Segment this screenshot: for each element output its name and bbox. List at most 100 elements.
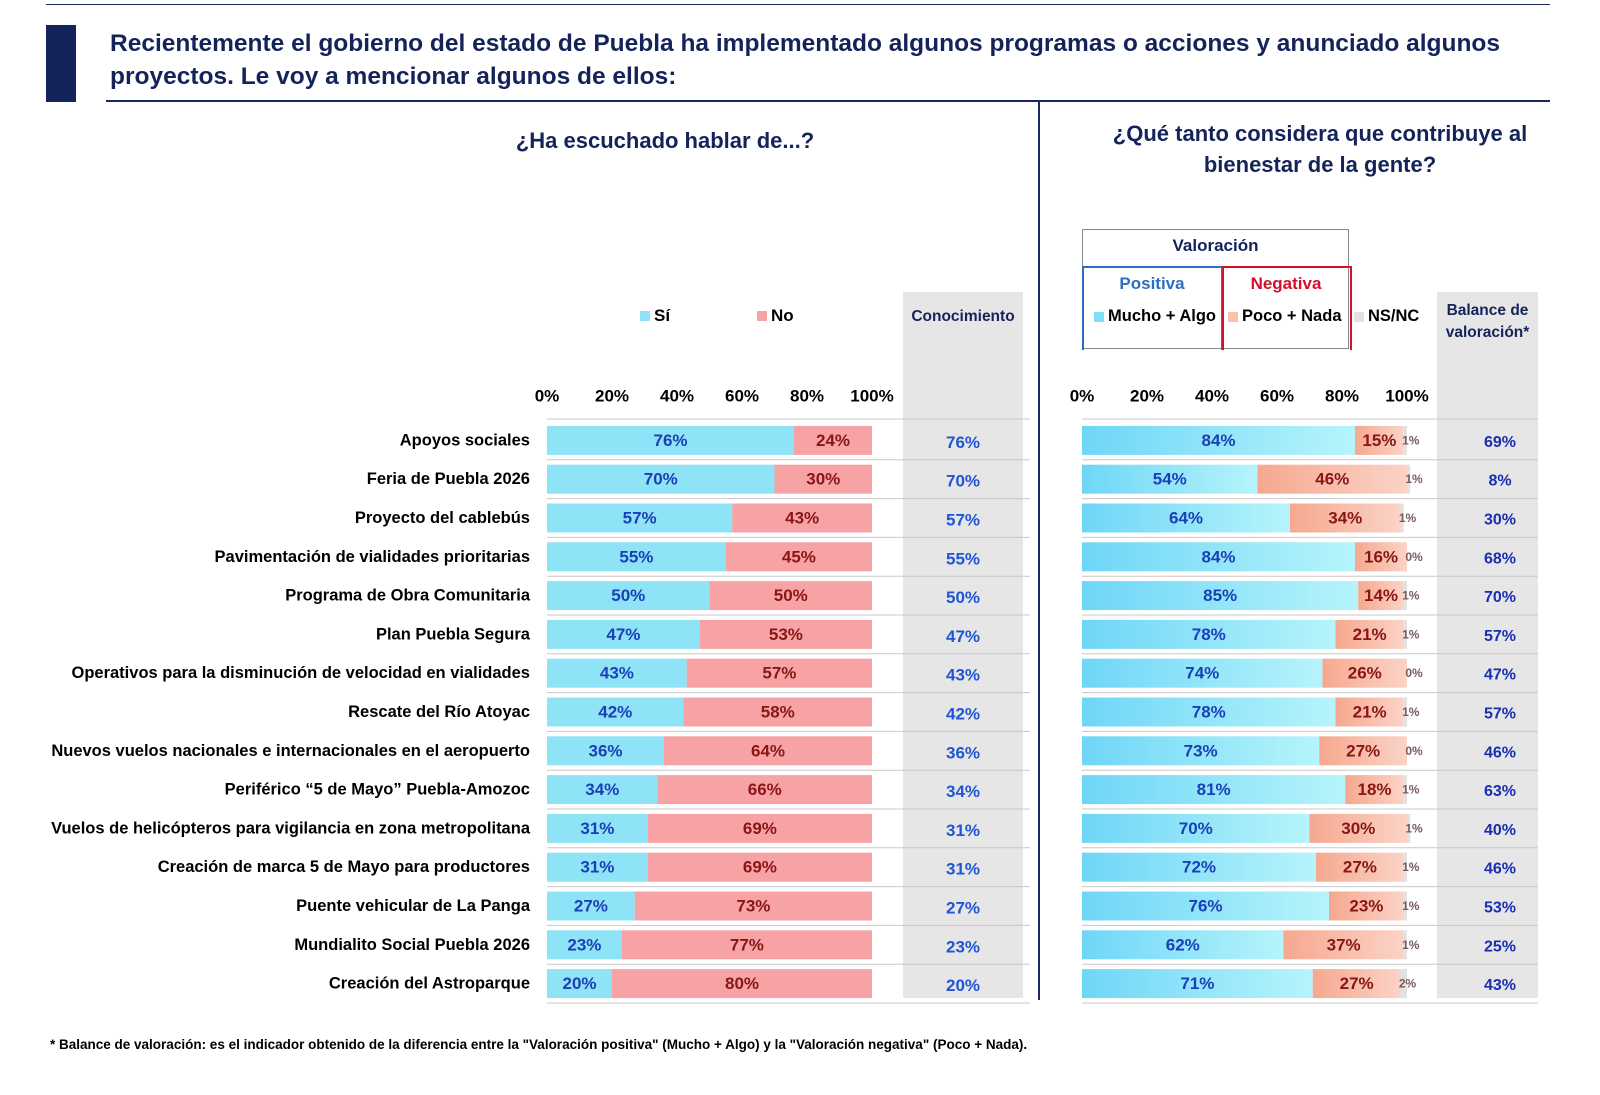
bar-si-label: 43% <box>600 664 634 683</box>
bar-no-label: 24% <box>816 431 850 450</box>
category-label: Creación de marca 5 de Mayo para product… <box>158 858 530 876</box>
bar-positiva <box>1082 813 1310 843</box>
bar-si <box>547 930 622 960</box>
bar-si <box>547 775 658 805</box>
category-label: Periférico “5 de Mayo” Puebla-Amozoc <box>225 781 530 799</box>
bar-negativa <box>1257 464 1407 494</box>
bar-nsnc-label: 1% <box>1405 821 1423 835</box>
bar-positiva-label: 78% <box>1192 703 1226 722</box>
bar-no <box>794 425 872 455</box>
legend-neg: Poco + Nada <box>1228 307 1342 326</box>
category-label: Nuevos vuelos nacionales e internacional… <box>51 742 530 760</box>
bar-negativa <box>1283 930 1404 960</box>
conocimiento-value: 20% <box>946 976 980 995</box>
bar-no-label: 69% <box>743 858 777 877</box>
bar-positiva <box>1082 736 1320 766</box>
bar-positiva <box>1082 581 1359 611</box>
bar-nsnc-label: 1% <box>1402 589 1420 603</box>
bar-negativa-label: 23% <box>1349 897 1383 916</box>
bar-positiva-label: 64% <box>1169 509 1203 528</box>
bar-nsnc-label: 1% <box>1402 938 1420 952</box>
bar-negativa <box>1312 969 1401 999</box>
title-accent-bar <box>46 25 76 102</box>
bar-positiva <box>1082 503 1290 533</box>
legend-no-label: No <box>771 306 794 325</box>
bar-positiva-label: 62% <box>1166 935 1200 954</box>
conocimiento-value: 36% <box>946 743 980 762</box>
legend-nsnc-label: NS/NC <box>1368 307 1420 325</box>
bar-si-label: 34% <box>585 780 619 799</box>
bar-nsnc-label: 1% <box>1402 783 1420 797</box>
bar-positiva-label: 71% <box>1180 974 1214 993</box>
bar-negativa-label: 16% <box>1364 547 1398 566</box>
bar-negativa <box>1358 581 1404 611</box>
bar-positiva <box>1082 891 1329 921</box>
balance-value: 68% <box>1484 550 1516 567</box>
bar-si <box>547 658 687 688</box>
balance-value: 43% <box>1484 977 1516 994</box>
bar-positiva-label: 54% <box>1153 470 1187 489</box>
balance-value: 25% <box>1484 938 1516 955</box>
left-chart: 0% 20% 40% 60% 80% 100% Apoyos sociales 76% 24% 7… <box>51 387 1030 1004</box>
balance-column <box>1437 292 1538 998</box>
bar-positiva <box>1082 542 1355 572</box>
bar-negativa-label: 27% <box>1343 858 1377 877</box>
bar-si-label: 27% <box>574 897 608 916</box>
title-rule <box>106 100 1550 102</box>
bar-negativa-label: 30% <box>1341 819 1375 838</box>
bar-negativa <box>1290 503 1401 533</box>
bar-nsnc-label: 1% <box>1402 433 1420 447</box>
bar-no-label: 80% <box>725 974 759 993</box>
bar-negativa-label: 15% <box>1362 431 1396 450</box>
bar-positiva <box>1082 969 1313 999</box>
category-label: Feria de Puebla 2026 <box>367 470 530 488</box>
category-label: Creación del Astroparque <box>329 975 530 993</box>
bar-nsnc <box>1400 503 1404 533</box>
bar-no <box>647 852 872 882</box>
bar-no <box>612 969 872 999</box>
bar-no <box>774 464 872 494</box>
bar-negativa <box>1309 813 1407 843</box>
bar-no <box>709 581 872 611</box>
bar-positiva <box>1082 425 1355 455</box>
bar-si <box>547 464 775 494</box>
legend-nsnc: NS/NC <box>1354 307 1419 326</box>
bar-negativa <box>1319 736 1407 766</box>
category-label: Pavimentación de vialidades prioritarias <box>215 548 530 566</box>
balance-value: 57% <box>1484 706 1516 723</box>
bar-no <box>683 697 872 727</box>
bar-positiva <box>1082 658 1323 688</box>
legend-pos-label: Mucho + Algo <box>1108 307 1217 325</box>
bar-negativa-label: 27% <box>1346 741 1380 760</box>
bar-positiva <box>1082 697 1336 727</box>
left-tick-label: 0% <box>535 387 560 406</box>
bar-no-label: 77% <box>730 935 764 954</box>
bar-negativa <box>1329 891 1404 921</box>
legend-si: Sí <box>640 306 670 326</box>
conocimiento-value: 43% <box>946 666 980 685</box>
conocimiento-value: 57% <box>946 511 980 530</box>
bar-si <box>547 697 684 727</box>
bar-nsnc <box>1403 775 1407 805</box>
conocimiento-value: 70% <box>946 472 980 491</box>
bar-nsnc <box>1403 891 1407 921</box>
bar-nsnc <box>1400 969 1407 999</box>
category-label: Rescate del Río Atoyac <box>348 703 530 721</box>
bar-positiva-label: 74% <box>1185 664 1219 683</box>
bar-si-label: 70% <box>644 470 678 489</box>
bar-si-label: 20% <box>562 974 596 993</box>
bar-negativa <box>1322 658 1407 688</box>
bar-nsnc-label: 1% <box>1402 627 1420 641</box>
bar-no-label: 50% <box>774 586 808 605</box>
balance-value: 53% <box>1484 900 1516 917</box>
conocimiento-value: 34% <box>946 782 980 801</box>
conocimiento-value: 50% <box>946 588 980 607</box>
balance-value: 46% <box>1484 744 1516 761</box>
bar-si-label: 36% <box>588 741 622 760</box>
bar-si <box>547 969 612 999</box>
balance-value: 57% <box>1484 628 1516 645</box>
page-title: Recientemente el gobierno del estado de … <box>110 30 1501 90</box>
bar-no-label: 66% <box>748 780 782 799</box>
balance-value: 70% <box>1484 589 1516 606</box>
